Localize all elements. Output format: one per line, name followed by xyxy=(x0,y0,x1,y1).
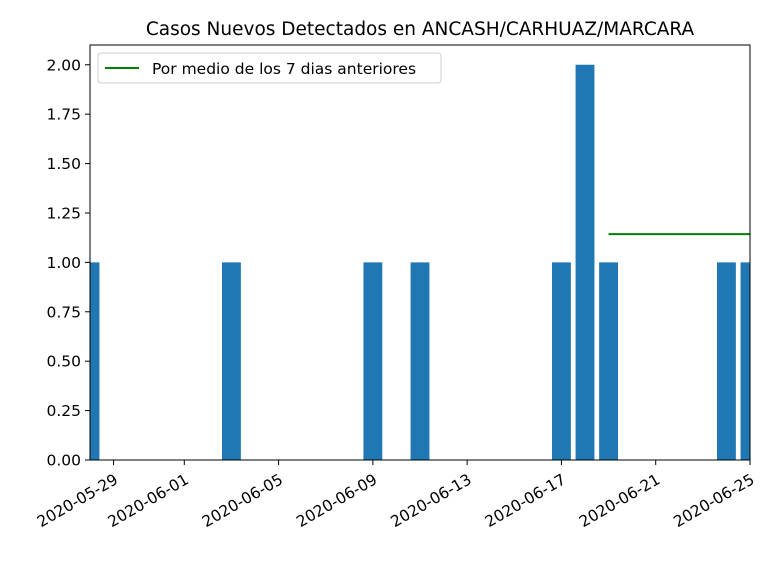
y-tick-label: 1.00 xyxy=(46,254,81,272)
chart-title: Casos Nuevos Detectados en ANCASH/CARHUA… xyxy=(146,19,695,40)
bar-2020-06-03 xyxy=(222,262,241,460)
y-tick-label: 1.25 xyxy=(46,204,81,222)
bar-2020-05-28 xyxy=(90,262,100,460)
y-tick-label: 2.00 xyxy=(46,56,81,74)
y-tick-label: 0.25 xyxy=(46,402,81,420)
bar-2020-06-17 xyxy=(552,262,571,460)
bar-2020-06-18 xyxy=(575,64,595,460)
bar-2020-06-11 xyxy=(410,262,430,460)
legend-box xyxy=(97,52,442,84)
legend: Por medio de los 7 dias anteriores xyxy=(97,52,442,84)
bar-2020-06-25 xyxy=(740,262,750,460)
y-tick-label: 0.00 xyxy=(46,452,81,470)
y-axis: 0.00 0.25 0.50 0.75 1.00 1.25 1.50 1.75 2.00 xyxy=(46,56,90,470)
y-tick-label: 1.75 xyxy=(46,106,81,124)
y-tick-label: 1.50 xyxy=(46,155,81,173)
bar-2020-06-24 xyxy=(717,262,736,460)
bar-2020-06-09 xyxy=(363,262,383,460)
y-tick-label: 0.50 xyxy=(46,353,81,371)
bars-layer xyxy=(90,64,750,460)
plot-frame xyxy=(89,44,751,461)
y-tick-label: 0.75 xyxy=(46,303,81,321)
legend-label: Por medio de los 7 dias anteriores xyxy=(152,60,416,78)
bar-2020-06-19 xyxy=(599,262,618,460)
